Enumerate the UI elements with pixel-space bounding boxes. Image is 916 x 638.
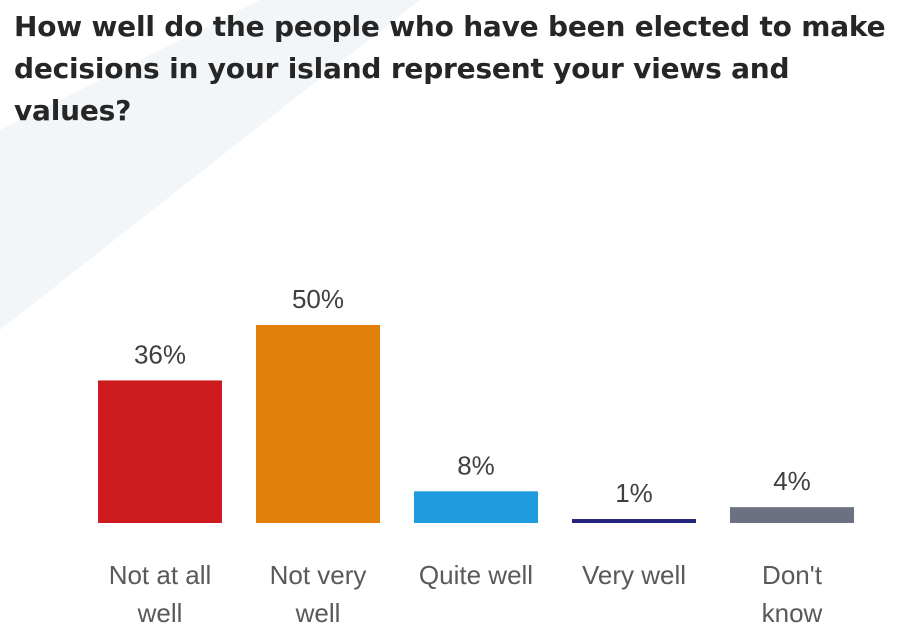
value-label-1: 50%: [292, 284, 344, 314]
bar-2: [414, 491, 538, 523]
category-label-line: Not at all: [109, 560, 212, 590]
bar-0: [98, 380, 222, 523]
category-label-3: Very well: [582, 560, 686, 590]
category-label-1: Not very well: [270, 560, 367, 628]
category-label-4: Don't know: [762, 560, 823, 628]
category-label-line: Don't: [762, 560, 823, 590]
value-label-4: 4%: [773, 466, 811, 496]
category-label-line: well: [295, 598, 341, 628]
category-label-line: well: [137, 598, 183, 628]
category-label-line: Very well: [582, 560, 686, 590]
bar-4: [730, 507, 854, 523]
value-label-3: 1%: [615, 478, 653, 508]
category-label-2: Quite well: [419, 560, 533, 590]
value-label-2: 8%: [457, 450, 495, 480]
background-shape: [0, 0, 420, 330]
category-label-line: Not very: [270, 560, 367, 590]
bar-1: [256, 325, 380, 523]
bar-3: [572, 519, 696, 523]
value-label-0: 36%: [134, 339, 186, 369]
chart-title: How well do the people who have been ele…: [14, 10, 886, 127]
category-label-line: Quite well: [419, 560, 533, 590]
category-label-line: know: [762, 598, 823, 628]
category-label-0: Not at all well: [109, 560, 212, 628]
